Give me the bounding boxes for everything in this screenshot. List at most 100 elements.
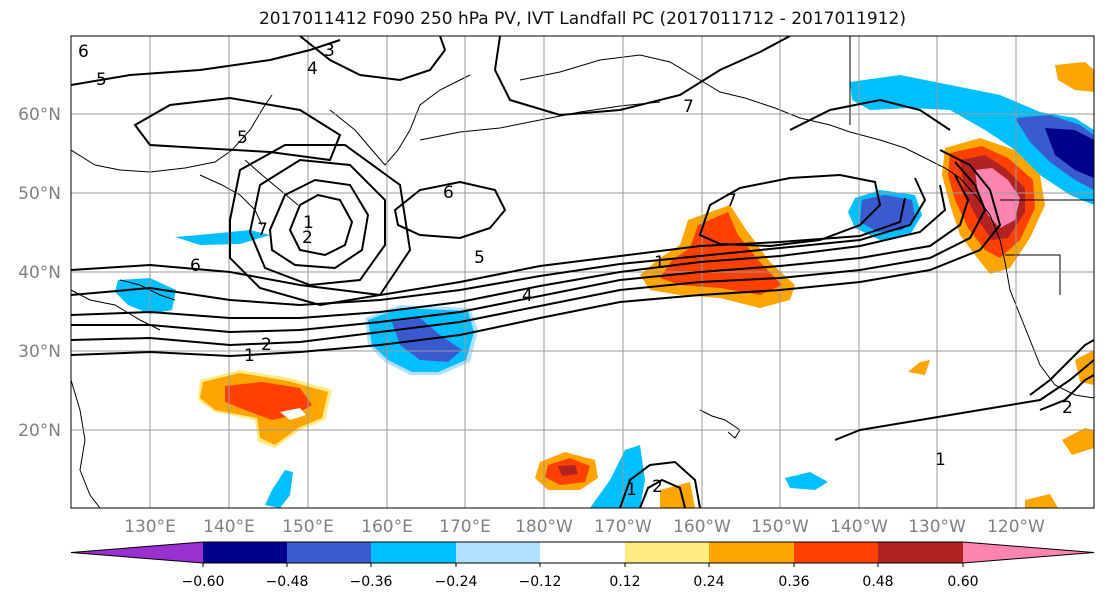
contour-label: 5	[474, 248, 485, 268]
contour-label: 1	[626, 480, 637, 500]
lon-label: 120°W	[987, 517, 1045, 537]
contour-label: 2	[1062, 398, 1073, 418]
colorbar-tick-label: −0.48	[266, 574, 309, 590]
coast-aleutians	[419, 101, 661, 141]
colorbar-tick-label: 0.12	[609, 574, 640, 590]
colorbar-tick-label: 0.24	[693, 574, 724, 590]
contour-label: 3	[324, 41, 335, 61]
negative-anomaly-south	[590, 445, 645, 508]
positive-anomaly-bottom	[1025, 494, 1058, 508]
coast-alaska	[519, 54, 1006, 263]
coast-hawaii	[699, 409, 741, 439]
contour-label: 7	[726, 191, 737, 211]
contour-label: 7	[257, 220, 268, 240]
colorbar-segment	[287, 542, 371, 563]
contour-low-3	[248, 158, 386, 287]
colorbar-segment	[709, 542, 794, 563]
contour-4	[71, 184, 947, 319]
colorbar-segment	[71, 542, 203, 563]
lat-label: 30°N	[18, 342, 61, 362]
contour-label: 6	[443, 183, 454, 203]
coast-asia	[71, 94, 299, 331]
lon-label: 140°W	[830, 517, 888, 537]
colorbar-segment	[456, 542, 540, 563]
gridlines	[71, 36, 1094, 508]
colorbar-segment	[625, 542, 709, 563]
contour-label: 4	[522, 286, 533, 306]
colorbar-ticks: −0.60 −0.48 −0.36 −0.24 −0.12 0.12 0.24 …	[182, 574, 979, 590]
contour-1-east	[834, 359, 1094, 441]
contour-label: 2	[261, 335, 272, 355]
pv-contours	[71, 36, 1094, 508]
positive-anomaly-east	[1062, 428, 1094, 455]
contour-7-north-2	[789, 98, 951, 131]
lon-label: 170°W	[594, 517, 652, 537]
colorbar-tick-label: 0.60	[947, 574, 978, 590]
contour-labels: 6 5 4 3 5 2 1 7 6 6 5 4 7 7 2 1 1 1 2 2	[78, 41, 1073, 500]
contour-7-loop	[698, 173, 882, 248]
colorbar-tick-label: 0.48	[862, 574, 893, 590]
colorbar-tick-label: −0.24	[435, 574, 478, 590]
colorbar-segment	[371, 542, 456, 563]
lon-label: 140°E	[203, 517, 255, 537]
latitude-labels: 60°N 50°N 40°N 30°N 20°N	[18, 105, 61, 441]
lat-label: 20°N	[18, 421, 61, 441]
contour-3	[71, 174, 970, 334]
colorbar-tick-label: −0.12	[519, 574, 562, 590]
map-frame	[70, 35, 1095, 509]
lon-label: 160°E	[361, 517, 413, 537]
colorbar-tick-label: −0.36	[350, 574, 393, 590]
lon-label: 170°E	[439, 517, 491, 537]
negative-anomaly-southwest	[265, 470, 293, 508]
colorbar-segment	[203, 542, 287, 563]
positive-anomaly-northeast	[1055, 62, 1094, 92]
colorbar-segment	[794, 542, 878, 563]
contour-2	[71, 161, 987, 347]
positive-anomaly-westcoast-peak	[975, 168, 1020, 228]
contour-low-2	[268, 178, 370, 270]
contour-label: 1	[244, 346, 255, 366]
lon-label: 160°W	[673, 517, 731, 537]
coast-philippines	[71, 379, 101, 508]
negative-anomaly-alaska-peak	[1045, 128, 1094, 178]
contour-label: 6	[78, 42, 89, 62]
positive-anomaly-south-peak	[558, 465, 578, 476]
contour-5	[71, 177, 927, 307]
contour-6	[71, 197, 906, 297]
lon-label: 150°E	[282, 517, 334, 537]
lat-label: 50°N	[18, 184, 61, 204]
contour-south-loop	[619, 460, 701, 508]
contour-label: 1	[303, 213, 314, 233]
contour-label: 4	[307, 59, 318, 79]
contour-5-north	[133, 96, 342, 162]
positive-anomaly-west-hole	[280, 408, 306, 420]
contour-label: 5	[237, 128, 248, 148]
colorbar-segment	[540, 542, 625, 563]
colorbar-tick-label: 0.36	[778, 574, 809, 590]
lon-label: 130°W	[908, 517, 966, 537]
contour-6-kam	[393, 180, 507, 240]
contour-label: 6	[190, 256, 201, 276]
contour-label: 7	[683, 97, 694, 117]
lon-label: 130°E	[124, 517, 176, 537]
contour-south-loop-2	[639, 478, 686, 508]
colorbar-tick-label: −0.60	[182, 574, 225, 590]
longitude-labels: 130°E 140°E 150°E 160°E 170°E 180°W 170°…	[124, 517, 1045, 537]
contour-2-east-2	[1039, 374, 1094, 411]
lat-label: 40°N	[18, 263, 61, 283]
contour-low-4	[229, 144, 412, 307]
chart-title: 2017011412 F090 250 hPa PV, IVT Landfall…	[258, 9, 906, 29]
contour-label: 5	[96, 70, 107, 90]
map-panel: 6 5 4 3 5 2 1 7 6 6 5 4 7 7 2 1 1 1 2 2	[70, 35, 1095, 509]
contour-label: 1	[935, 450, 946, 470]
contour-1-south	[71, 149, 1002, 358]
anomaly-shading	[115, 62, 1094, 508]
contour-4-top	[299, 36, 447, 82]
negative-anomaly-hawaii-east	[785, 472, 828, 490]
contour-2-east	[1029, 339, 1094, 396]
negative-anomaly-japan	[115, 278, 176, 314]
contour-label: 2	[652, 477, 663, 497]
colorbar-extend-max	[963, 542, 1094, 563]
lon-label: 150°W	[751, 517, 809, 537]
